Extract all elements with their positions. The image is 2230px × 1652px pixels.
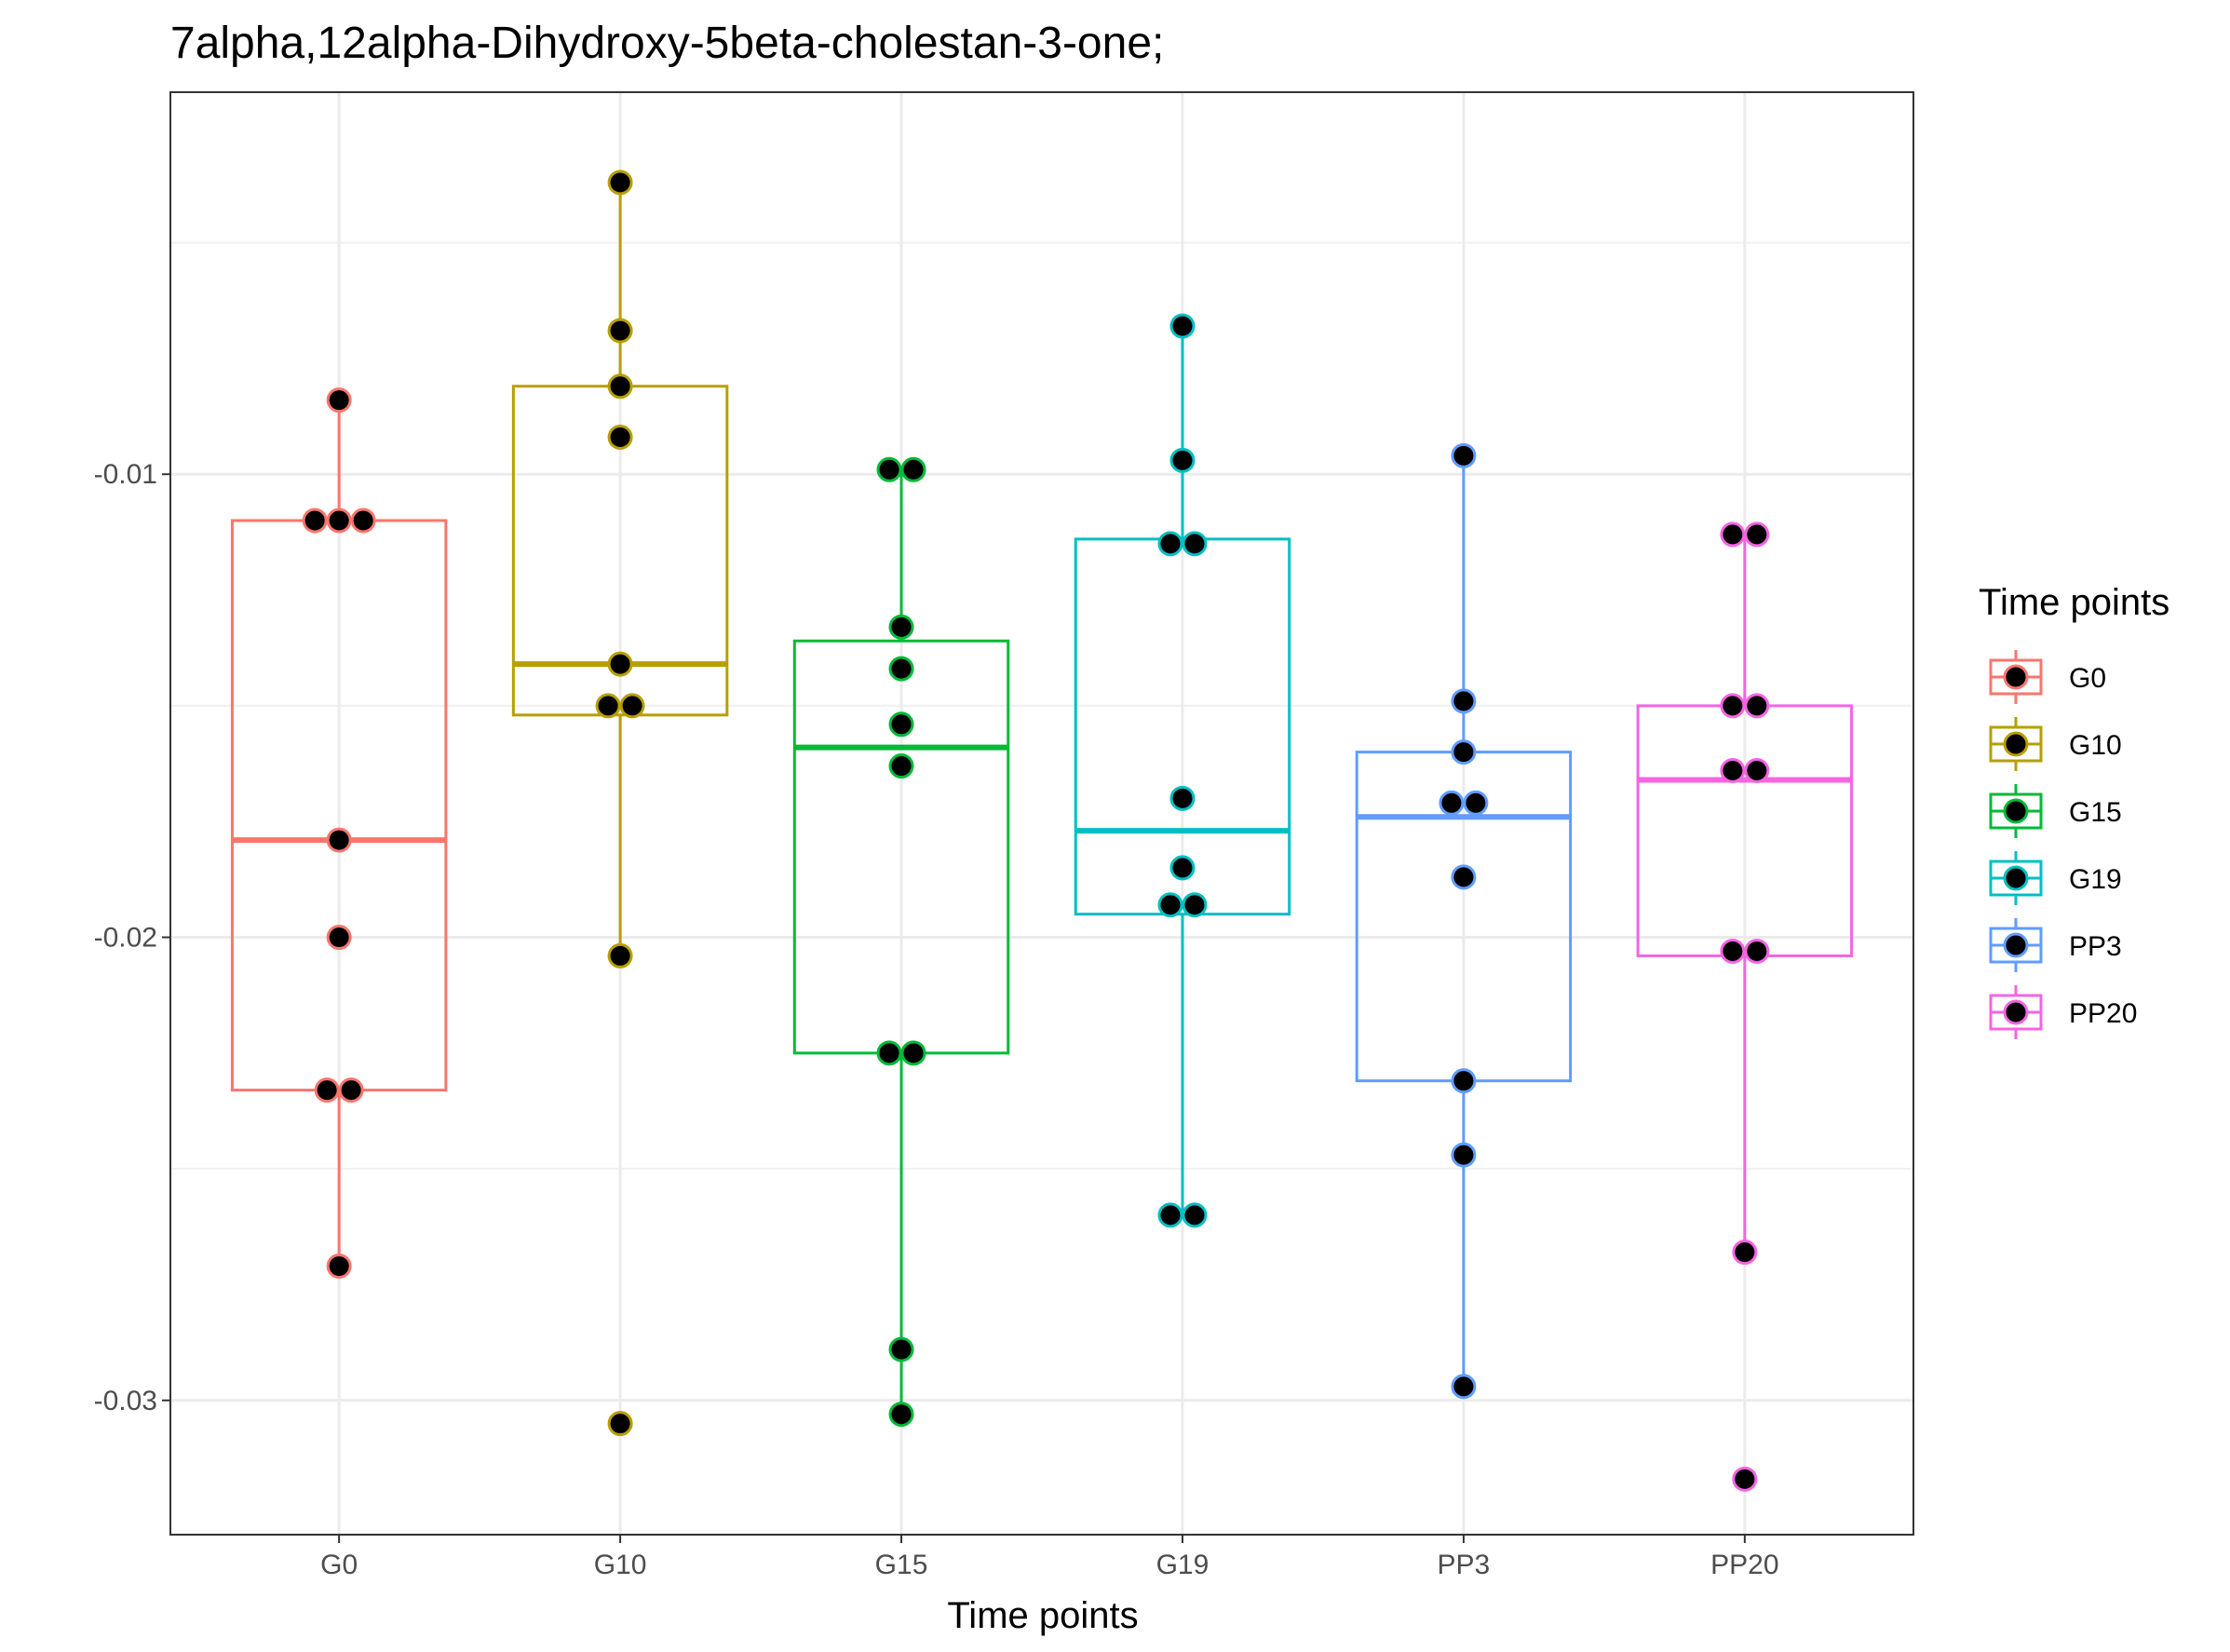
grid-major [170, 92, 1913, 1535]
legend-label: G19 [2069, 864, 2122, 895]
x-axis: G0 G10 G15 G19 PP3 PP20 [320, 1535, 1779, 1580]
data-point-pp3 [1463, 790, 1489, 816]
y-axis: -0.01 -0.02 -0.03 [94, 459, 170, 1416]
data-point-g0 [350, 508, 376, 534]
data-point-g10 [607, 651, 633, 677]
data-point-g15 [888, 656, 914, 682]
y-tick-label: -0.03 [94, 1386, 157, 1416]
data-point-g19 [1182, 1202, 1208, 1228]
y-tick-label: -0.02 [94, 923, 157, 954]
data-point-pp20 [1720, 938, 1746, 964]
data-point-pp3 [1451, 1142, 1477, 1168]
data-point-g19 [1157, 892, 1183, 918]
legend-key-g15 [1989, 784, 2043, 838]
data-point-pp3 [1451, 1068, 1477, 1094]
legend-key-g0 [1989, 650, 2043, 704]
legend-dot [2003, 932, 2029, 958]
panel-border [169, 91, 1914, 1536]
chart-title: 7alpha,12alpha-Dihydroxy-5beta-cholestan… [170, 19, 1164, 68]
data-point-g10 [595, 693, 621, 719]
data-point-g10 [607, 942, 633, 968]
x-tick-label: PP20 [1710, 1550, 1778, 1580]
legend-key-pp20 [1989, 985, 2043, 1039]
x-tick-label: G15 [875, 1550, 928, 1580]
data-point-g0 [314, 1077, 340, 1104]
data-point-g15 [876, 1040, 902, 1066]
legend-dot [2003, 865, 2029, 891]
data-point-g0 [326, 1253, 352, 1280]
data-point-g10 [619, 693, 645, 719]
box-g19 [1074, 326, 1291, 1215]
data-point-g0 [326, 925, 352, 951]
boxes [230, 182, 1854, 1415]
data-point-g15 [888, 1336, 914, 1362]
data-point-pp3 [1451, 739, 1477, 765]
box-rect [1074, 537, 1291, 916]
x-tick-label: PP3 [1438, 1550, 1491, 1580]
data-point-g15 [876, 456, 902, 482]
data-point-g15 [888, 1401, 914, 1428]
data-point-g0 [326, 827, 352, 853]
data-point-pp20 [1732, 1466, 1758, 1492]
x-tick-label: G19 [1156, 1550, 1210, 1580]
data-point-g0 [326, 387, 352, 413]
x-tick-label: G10 [594, 1550, 647, 1580]
x-axis-title: Time points [947, 1595, 1138, 1636]
data-point-pp20 [1720, 758, 1746, 784]
legend: Time points G0 G10 G15 G19 PP3 PP20 [1979, 582, 2169, 1039]
x-tick-label: G0 [320, 1550, 358, 1580]
data-point-g10 [607, 1411, 633, 1437]
legend-dot [2003, 999, 2029, 1025]
data-point-g19 [1169, 313, 1196, 339]
data-point-pp20 [1720, 693, 1746, 719]
data-point-pp20 [1744, 521, 1770, 548]
data-points [302, 169, 1770, 1492]
data-point-pp3 [1451, 442, 1477, 468]
data-point-g10 [607, 373, 633, 399]
legend-label: PP20 [2069, 998, 2137, 1029]
data-point-pp20 [1732, 1239, 1758, 1266]
legend-key-pp3 [1989, 918, 2043, 972]
data-point-pp20 [1744, 758, 1770, 784]
data-point-g0 [326, 508, 352, 534]
data-point-pp3 [1451, 864, 1477, 890]
data-point-g15 [888, 711, 914, 738]
legend-key-g10 [1989, 717, 2043, 771]
legend-dot [2003, 664, 2029, 690]
legend-title: Time points [1979, 582, 2169, 623]
data-point-g10 [607, 318, 633, 344]
legend-label: G15 [2069, 797, 2122, 828]
data-point-g19 [1157, 531, 1183, 557]
data-point-g19 [1157, 1202, 1183, 1228]
data-point-g15 [900, 1040, 926, 1066]
legend-label: G10 [2069, 730, 2122, 761]
data-point-pp3 [1451, 688, 1477, 714]
legend-dot [2003, 731, 2029, 757]
data-point-g0 [338, 1077, 364, 1104]
data-point-g10 [607, 169, 633, 196]
data-point-g15 [900, 456, 926, 482]
data-point-pp3 [1439, 790, 1465, 816]
data-point-pp20 [1720, 521, 1746, 548]
legend-key-g19 [1989, 851, 2043, 905]
data-point-pp3 [1451, 1374, 1477, 1400]
data-point-g15 [888, 753, 914, 779]
grid-minor [170, 241, 1913, 1171]
data-point-pp20 [1744, 938, 1770, 964]
data-point-g10 [607, 424, 633, 450]
data-point-pp20 [1744, 693, 1770, 719]
data-point-g19 [1169, 855, 1196, 881]
y-tick-label: -0.01 [94, 459, 157, 490]
data-point-g19 [1182, 892, 1208, 918]
legend-label: PP3 [2069, 931, 2122, 962]
data-point-g19 [1169, 447, 1196, 473]
legend-label: G0 [2069, 663, 2106, 694]
legend-dot [2003, 798, 2029, 824]
data-point-g15 [888, 614, 914, 640]
data-point-g19 [1182, 531, 1208, 557]
data-point-g19 [1169, 785, 1196, 811]
data-point-g0 [302, 508, 328, 534]
